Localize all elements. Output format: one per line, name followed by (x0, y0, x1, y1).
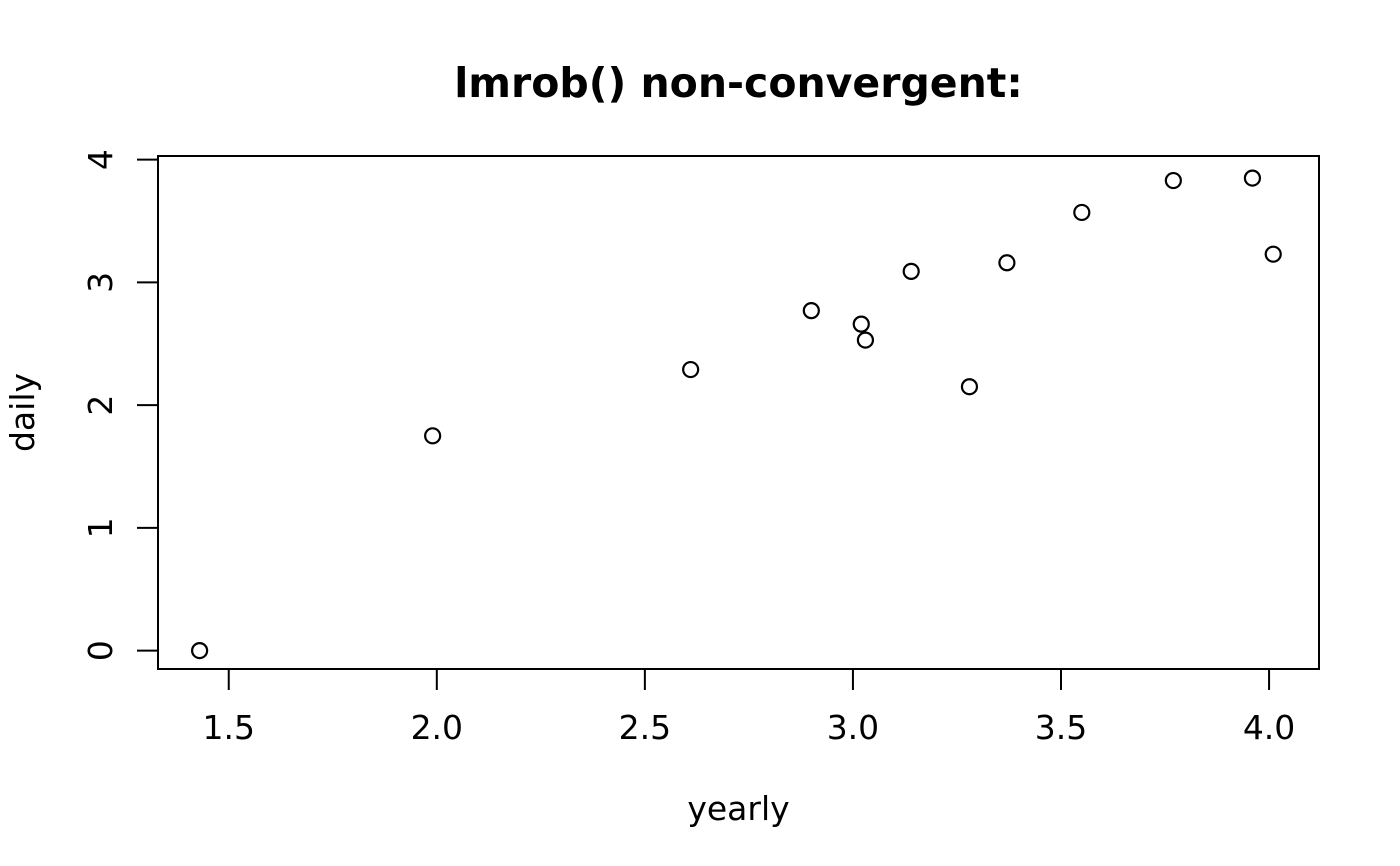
chart-title: lmrob() non-convergent: (454, 59, 1023, 107)
x-tick-label: 2.5 (619, 708, 671, 747)
data-point (1243, 169, 1262, 187)
y-tick-label: 3 (81, 272, 120, 293)
x-tick-label: 3.5 (1035, 708, 1087, 747)
data-point (424, 427, 442, 445)
plot-frame (157, 155, 1320, 670)
x-tick-label: 3.0 (827, 708, 879, 747)
data-point (191, 641, 209, 660)
data-points (191, 169, 1282, 660)
x-tick-label: 4.0 (1243, 708, 1295, 747)
data-point (852, 315, 870, 333)
data-point (1164, 171, 1182, 190)
data-point (802, 302, 820, 320)
x-tick-label: 2.0 (411, 708, 463, 747)
x-axis: 1.5 2.0 2.5 3.0 3.5 4.0 (202, 669, 1295, 747)
data-point (856, 331, 875, 349)
y-axis-label: daily (3, 373, 42, 452)
data-point (1073, 203, 1091, 222)
data-point (1264, 245, 1282, 263)
y-tick-label: 0 (81, 640, 120, 661)
y-tick-label: 4 (81, 149, 120, 170)
x-tick-label: 1.5 (202, 708, 254, 747)
y-tick-label: 1 (81, 517, 120, 538)
data-point (998, 254, 1016, 272)
x-axis-label: yearly (687, 789, 789, 828)
data-point (682, 360, 700, 379)
data-point (960, 378, 979, 396)
y-axis: 0 1 2 3 4 (81, 149, 158, 661)
data-point (902, 262, 920, 280)
y-tick-label: 2 (81, 395, 120, 416)
